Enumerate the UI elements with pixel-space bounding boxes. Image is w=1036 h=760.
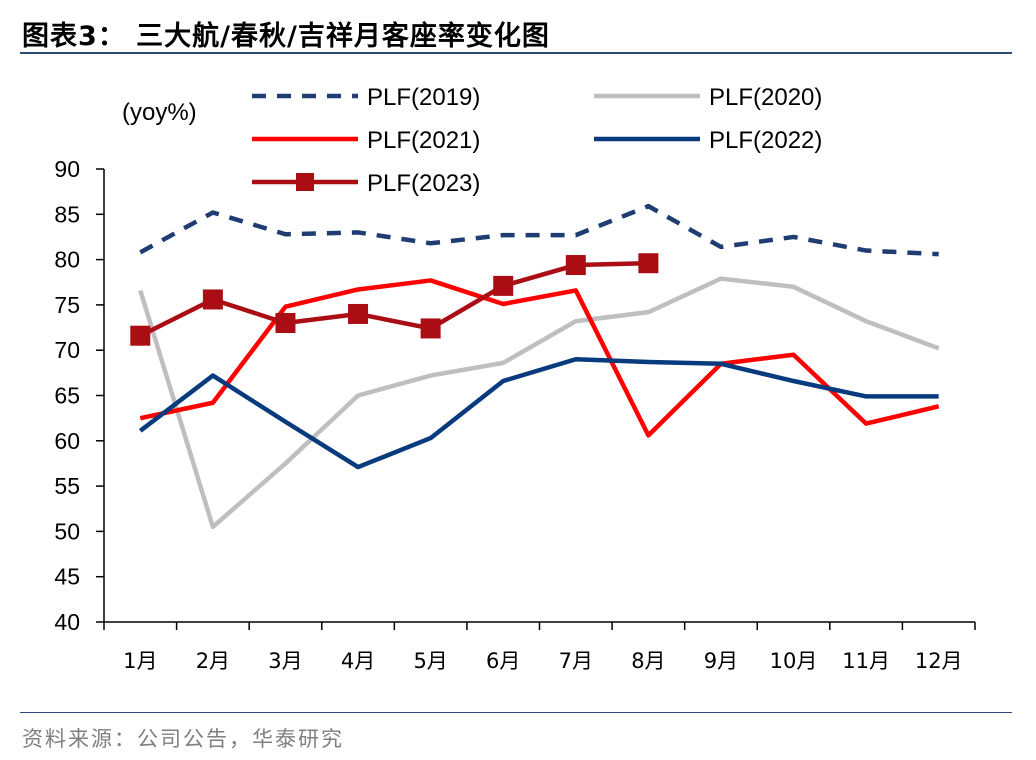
chart-axes: 40 45 50 55 60 65 70 75 80 85 90 1月 2月 3月 4月 5月 6月 7月 8月 9月… bbox=[54, 156, 976, 673]
y-tick-label: 50 bbox=[54, 518, 80, 544]
y-tick-label: 55 bbox=[54, 473, 80, 499]
data-point-PLF(2023) bbox=[493, 275, 514, 296]
x-tick-label: 6月 bbox=[486, 649, 520, 673]
x-tick-label: 8月 bbox=[631, 649, 665, 673]
x-tick-label: 1月 bbox=[123, 649, 157, 673]
legend-label-PLF(2020): PLF(2020) bbox=[709, 84, 822, 111]
y-tick-label: 80 bbox=[54, 247, 80, 273]
series-line-PLF(2019) bbox=[139, 203, 939, 257]
y-tick-label: 70 bbox=[54, 337, 80, 363]
series-line-PLF(2022) bbox=[138, 357, 939, 470]
y-tick-label: 40 bbox=[54, 609, 80, 635]
line-chart: 40 45 50 55 60 65 70 75 80 85 90 1月 2月 3月 4月 5月 6月 7月 8月 9月… bbox=[54, 84, 976, 673]
data-point-PLF(2023) bbox=[565, 255, 586, 276]
x-tick-label: 9月 bbox=[704, 649, 738, 673]
series-line-PLF(2021) bbox=[139, 278, 940, 438]
series-layer bbox=[130, 203, 940, 530]
y-axis-label: (yoy%) bbox=[122, 99, 197, 126]
data-point-PLF(2023) bbox=[202, 289, 223, 310]
y-tick-label: 45 bbox=[54, 564, 80, 590]
x-tick-label: 4月 bbox=[341, 649, 375, 673]
x-tick-label: 2月 bbox=[196, 649, 230, 673]
title-rule bbox=[20, 52, 1012, 54]
source-note: 资料来源：公司公告，华泰研究 bbox=[22, 727, 344, 751]
x-tick-label: 5月 bbox=[413, 649, 447, 673]
figure-title: 图表3： 三大航/春秋/吉祥月客座率变化图 bbox=[22, 21, 550, 52]
x-tick-label: 7月 bbox=[559, 649, 593, 673]
data-point-PLF(2023) bbox=[348, 303, 369, 324]
x-tick-label: 12月 bbox=[915, 649, 963, 673]
series-line-PLF(2020) bbox=[138, 276, 940, 530]
x-tick-label: 3月 bbox=[268, 649, 302, 673]
legend-marker-PLF(2023) bbox=[296, 173, 314, 191]
y-tick-label: 75 bbox=[54, 292, 80, 318]
y-tick-label: 65 bbox=[54, 383, 80, 409]
legend-label-PLF(2022): PLF(2022) bbox=[709, 127, 822, 154]
y-tick-label: 60 bbox=[54, 428, 80, 454]
y-tick-label: 90 bbox=[54, 156, 80, 182]
legend-label-PLF(2019): PLF(2019) bbox=[367, 84, 480, 111]
data-point-PLF(2023) bbox=[275, 313, 296, 334]
legend-label-PLF(2021): PLF(2021) bbox=[367, 127, 480, 154]
x-tick-label: 10月 bbox=[770, 649, 818, 673]
data-point-PLF(2023) bbox=[638, 253, 659, 274]
x-tick-label: 11月 bbox=[842, 649, 890, 673]
y-tick-label: 85 bbox=[54, 201, 80, 227]
series-line-PLF(2023) bbox=[139, 260, 649, 338]
chart-legend: PLF(2019) PLF(2020) PLF(2021) PLF(2022) PLF(… bbox=[252, 84, 822, 197]
data-point-PLF(2023) bbox=[420, 318, 441, 339]
data-point-PLF(2023) bbox=[130, 325, 151, 346]
source-rule bbox=[20, 712, 1012, 713]
legend-label-PLF(2023): PLF(2023) bbox=[367, 170, 480, 197]
